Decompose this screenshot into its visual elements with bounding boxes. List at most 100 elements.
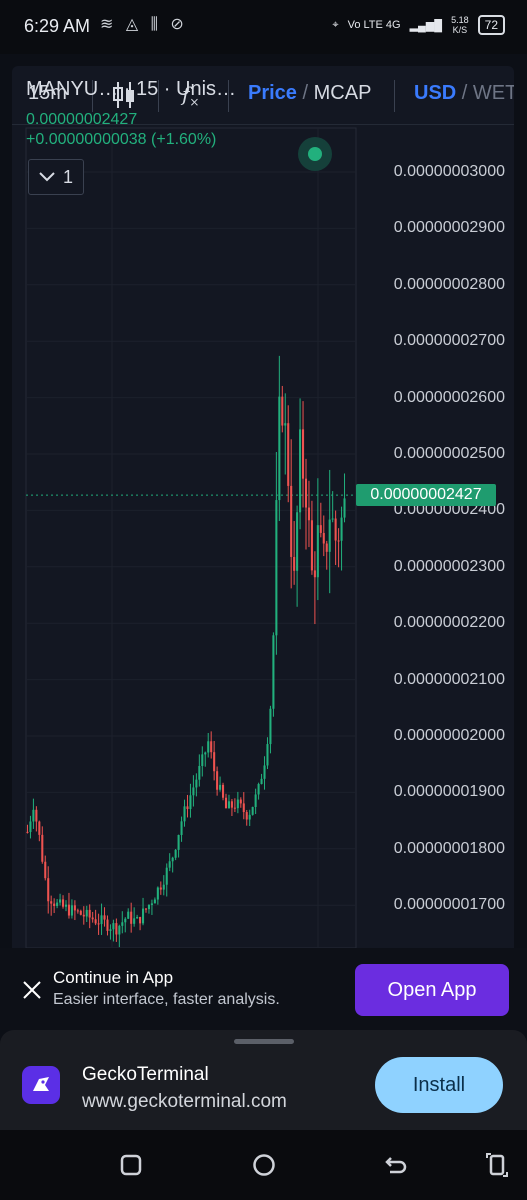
price-option[interactable]: Price [248, 82, 297, 104]
candle-body [150, 903, 153, 905]
candle-body [272, 635, 275, 709]
slash: / [461, 82, 468, 104]
axis-tick-label: 0.00000001900 [393, 783, 505, 801]
candle-body [159, 887, 162, 890]
candle-body [91, 917, 94, 920]
indicator-count: 1 [62, 166, 73, 187]
axis-tick-label: 0.00000002200 [393, 614, 505, 632]
candle-body [245, 812, 248, 820]
candle-body [142, 908, 145, 924]
battery-icon: 72 [477, 15, 505, 35]
candle-body [156, 887, 159, 900]
candle-body [302, 429, 305, 479]
slash: / [302, 82, 309, 104]
net-speed-unit: K/S [452, 25, 468, 35]
candle-body [242, 803, 245, 813]
candle-body [257, 784, 260, 795]
currency-toggle[interactable]: USD / WET [414, 82, 514, 105]
candle-body [124, 918, 127, 923]
candle-body [67, 904, 70, 916]
status-bar: 6:29 AM ≋ ◬ ⫼ ⊘ ⌖ Vo LTE 4G ▂▄▆█ 5.18 K/… [0, 0, 527, 54]
axis-tick-label: 0.00000002900 [393, 219, 505, 237]
usd-option[interactable]: USD [414, 82, 457, 104]
candle-body [230, 801, 233, 808]
candle-body [76, 910, 79, 912]
candle-body [97, 923, 100, 925]
candle-body [133, 918, 136, 924]
candle-body [186, 806, 189, 810]
candle-body [139, 917, 142, 924]
candle-body [136, 917, 139, 919]
candle-body [337, 540, 340, 542]
candle-body [260, 778, 263, 785]
candle-body [343, 498, 346, 518]
recent-apps-icon[interactable] [118, 1152, 144, 1178]
collapse-indicators-button[interactable]: 1 [28, 159, 84, 195]
candle-body [210, 741, 213, 753]
plot-panel [25, 127, 357, 948]
install-button[interactable]: Install [375, 1057, 503, 1113]
candle-body [213, 752, 216, 772]
signal-icon: ▂▄▆█ [409, 19, 443, 32]
candle-body [307, 507, 310, 521]
pair-title: MANYU… · 15 · Unis… [26, 78, 237, 100]
weth-option[interactable]: WET [472, 82, 514, 104]
candle-body [109, 929, 112, 931]
toolbar-divider [228, 80, 229, 112]
candle-body [284, 423, 287, 426]
notification-icons: ≋ ◬ ⫼ ⊘ [100, 16, 188, 33]
chart-legend: MANYU… · 15 · Unis… 0.00000002427 +0.000… [26, 78, 236, 149]
current-price-tag: 0.00000002427 [356, 484, 496, 506]
candle-body [227, 801, 230, 809]
candle-body [88, 909, 91, 918]
candle-body [248, 814, 251, 820]
candle-body [44, 861, 47, 879]
candle-body [331, 518, 334, 520]
candle-body [59, 899, 62, 903]
axis-tick-label: 0.00000003000 [393, 163, 505, 180]
candle-body [168, 861, 171, 868]
fx-icon[interactable]: f× [182, 82, 200, 109]
mcap-option[interactable]: MCAP [313, 82, 372, 104]
candle-body [29, 821, 32, 833]
candle-body [56, 902, 59, 907]
candle-body [162, 884, 165, 890]
navigation-bar [0, 1130, 527, 1200]
price-chart[interactable] [0, 0, 527, 948]
candle-body [189, 795, 192, 810]
rotate-icon[interactable] [484, 1152, 510, 1178]
candle-body [32, 809, 35, 822]
candle-body [47, 878, 50, 902]
home-icon[interactable] [251, 1152, 277, 1178]
candle-body [180, 821, 183, 835]
candle-body [236, 799, 239, 809]
candle-body [147, 904, 150, 910]
candle-body [204, 752, 207, 755]
banner-subtitle: Easier interface, faster analysis. [53, 991, 280, 1008]
toolbar-divider [394, 80, 395, 112]
candle-body [94, 919, 97, 924]
candle-body [275, 500, 278, 636]
candlestick-icon[interactable] [112, 80, 136, 116]
candle-body [82, 914, 85, 917]
interval-button[interactable]: 15m [28, 82, 67, 104]
candle-body [328, 519, 331, 552]
network-label: Vo LTE 4G [347, 19, 401, 31]
status-time: 6:29 AM [24, 16, 91, 36]
candle-body [38, 821, 41, 835]
price-mcap-toggle[interactable]: Price / MCAP [248, 82, 371, 105]
candle-body [198, 765, 201, 780]
candle-body [106, 919, 109, 931]
candle-body [192, 787, 195, 796]
back-icon[interactable] [382, 1152, 408, 1178]
candle-body [316, 525, 319, 578]
live-indicator [298, 137, 332, 171]
candle-body [171, 857, 174, 862]
candle-body [278, 396, 281, 501]
axis-tick-label: 0.00000002800 [393, 275, 505, 293]
axis-tick-label: 0.00000002000 [393, 727, 505, 744]
candle-body [287, 423, 290, 486]
open-app-button[interactable]: Open App [355, 964, 509, 1016]
close-icon[interactable] [20, 978, 44, 1002]
sheet-handle[interactable] [234, 1039, 294, 1044]
